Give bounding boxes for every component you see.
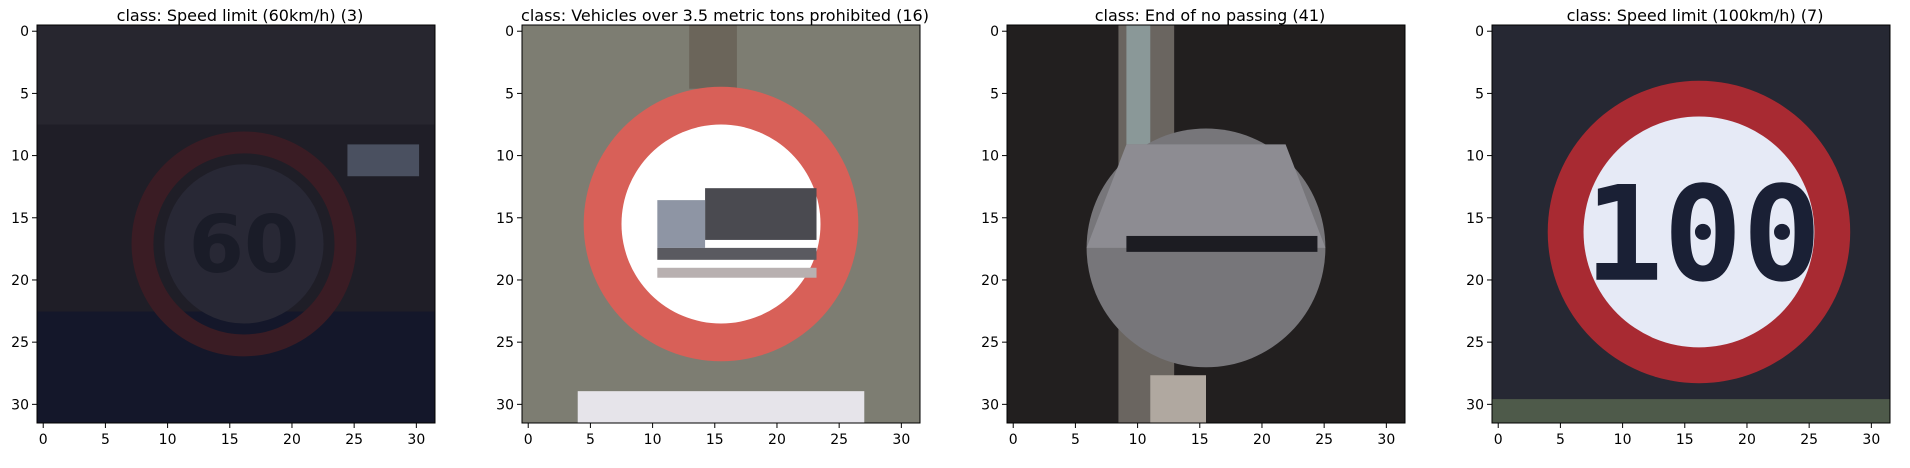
x-tick-label: 0 [524,432,533,448]
y-tick-label: 20 [981,273,999,289]
sign-image [1007,25,1405,423]
x-tick-label: 0 [1494,432,1503,448]
y-tick-label: 5 [20,86,29,102]
y-tick-label: 15 [981,211,999,227]
x-tick-label: 25 [345,432,363,448]
x-tick-label: 30 [1862,432,1880,448]
x-tick-label: 30 [407,432,425,448]
x-tick-label: 15 [221,432,239,448]
panel-truck-prohibited: class: Vehicles over 3.5 metric tons pro… [485,0,965,468]
y-tick-label: 5 [505,86,514,102]
svg-text:100: 100 [1584,158,1821,311]
y-tick-label: 10 [1466,149,1484,165]
x-tick-label: 15 [1676,432,1694,448]
y-tick-label: 30 [11,397,29,413]
x-tick-label: 20 [768,432,786,448]
x-tick-label: 20 [1738,432,1756,448]
image-plot: 0 5 10 15 20 25 30 0 5 10 15 20 25 30 [970,0,1450,468]
y-tick-label: 0 [505,24,514,40]
y-tick-label: 30 [981,397,999,413]
x-tick-label: 25 [1800,432,1818,448]
y-tick-label: 15 [11,211,29,227]
x-tick-label: 10 [644,432,662,448]
sign-image: 100 [1492,25,1890,423]
y-tick-label: 30 [496,397,514,413]
x-tick-label: 25 [1315,432,1333,448]
image-plot: 100 0 5 10 15 20 25 30 0 5 10 15 20 25 30 [1455,0,1910,468]
y-tick-label: 25 [981,335,999,351]
image-plot: 0 5 10 15 20 25 30 0 5 10 15 20 25 30 [485,0,965,468]
y-tick-label: 15 [496,211,514,227]
x-tick-label: 30 [1377,432,1395,448]
y-tick-label: 20 [1466,273,1484,289]
svg-text:60: 60 [189,198,300,291]
x-tick-label: 20 [1253,432,1271,448]
y-tick-label: 25 [496,335,514,351]
y-tick-label: 15 [1466,211,1484,227]
y-tick-label: 0 [20,24,29,40]
panel-end-no-passing: class: End of no passing (41) 0 5 10 15 20 25… [970,0,1450,468]
y-tick-label: 25 [1466,335,1484,351]
sign-image [522,25,920,423]
y-tick-label: 20 [496,273,514,289]
x-tick-label: 0 [39,432,48,448]
panel-speed-60: class: Speed limit (60km/h) (3) 60 0 5 10 15… [0,0,480,468]
x-tick-label: 15 [706,432,724,448]
x-tick-label: 0 [1009,432,1018,448]
y-tick-label: 30 [1466,397,1484,413]
panel-speed-100: class: Speed limit (100km/h) (7) 100 0 5 10… [1455,0,1910,468]
sign-image: 60 [37,25,435,423]
y-tick-label: 5 [990,86,999,102]
y-tick-label: 0 [990,24,999,40]
x-tick-label: 5 [586,432,595,448]
y-tick-label: 0 [1475,24,1484,40]
x-tick-label: 5 [1071,432,1080,448]
x-tick-label: 5 [101,432,110,448]
y-tick-label: 10 [981,149,999,165]
x-tick-label: 10 [159,432,177,448]
x-tick-label: 15 [1191,432,1209,448]
x-tick-label: 25 [830,432,848,448]
x-tick-label: 10 [1614,432,1632,448]
y-tick-label: 20 [11,273,29,289]
x-tick-label: 30 [892,432,910,448]
y-tick-label: 10 [11,149,29,165]
image-plot: 60 0 5 10 15 20 25 30 0 5 10 15 20 25 30 [0,0,480,468]
y-tick-label: 5 [1475,86,1484,102]
x-tick-label: 5 [1556,432,1565,448]
x-tick-label: 10 [1129,432,1147,448]
y-tick-label: 10 [496,149,514,165]
y-tick-label: 25 [11,335,29,351]
x-tick-label: 20 [283,432,301,448]
